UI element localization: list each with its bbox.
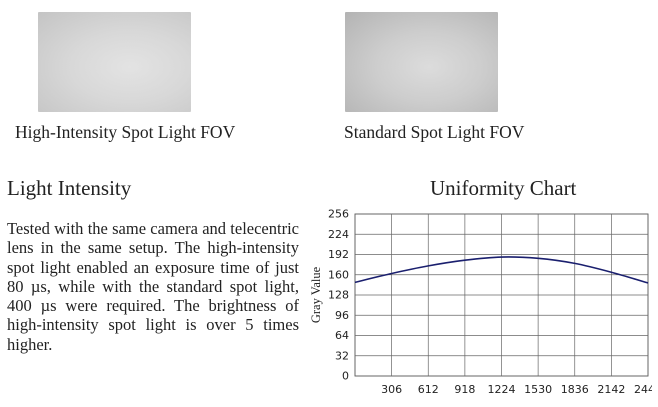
- light-intensity-paragraph: Tested with the same camera and telecent…: [7, 219, 299, 354]
- light-intensity-heading: Light Intensity: [7, 176, 132, 200]
- chart-title: Uniformity Chart: [430, 176, 577, 200]
- y-tick-label: 0: [342, 370, 349, 383]
- standard-caption: Standard Spot Light FOV: [344, 122, 525, 142]
- x-tick-label: 612: [418, 383, 439, 396]
- y-tick-label: 160: [328, 268, 349, 281]
- y-tick-label: 32: [335, 349, 349, 362]
- x-tick-label: 2448: [634, 383, 652, 396]
- x-tick-label: 2142: [597, 383, 625, 396]
- x-tick-label: 1836: [561, 383, 589, 396]
- standard-fov-image: [345, 12, 498, 112]
- x-tick-label: 1530: [524, 383, 552, 396]
- series-line: [354, 256, 649, 284]
- y-axis-label: Gray Value: [309, 266, 323, 323]
- y-tick-label: 256: [328, 208, 349, 221]
- x-tick-label: 306: [381, 383, 402, 396]
- y-tick-label: 224: [328, 228, 349, 241]
- y-tick-label: 96: [335, 309, 349, 322]
- x-tick-label: 1224: [488, 383, 516, 396]
- y-tick-label: 192: [328, 248, 349, 261]
- x-tick-label: 918: [454, 383, 475, 396]
- high-intensity-caption: High-Intensity Spot Light FOV: [15, 122, 236, 142]
- y-tick-labels: 0 32 64 96 128 160 192 224 256: [328, 208, 349, 383]
- y-tick-label: 64: [335, 329, 349, 342]
- x-tick-labels: 306 612 918 1224 1530 1836 2142 2448: [381, 383, 652, 396]
- y-tick-label: 128: [328, 289, 349, 302]
- chart-grid: [354, 213, 649, 377]
- high-intensity-fov-image: [38, 12, 191, 112]
- uniformity-chart: 0 32 64 96 128 160 192 224 256 306 612 918 1224 1530…: [309, 208, 652, 397]
